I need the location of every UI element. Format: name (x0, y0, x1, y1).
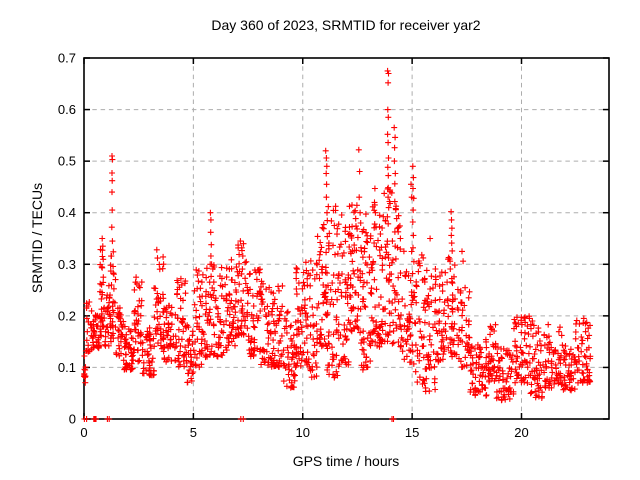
x-tick-label: 10 (296, 425, 310, 440)
x-tick-label: 20 (514, 425, 528, 440)
srmtid-scatter-points (81, 67, 594, 422)
y-tick-label: 0.2 (58, 308, 76, 323)
y-tick-label: 0.3 (58, 257, 76, 272)
y-tick-label: 0.6 (58, 102, 76, 117)
tick-labels: 0 5 10 15 20 0 0.1 0.2 0.3 0.4 0.5 0.6 0.7 (58, 51, 529, 441)
y-tick-label: 0 (69, 412, 76, 427)
y-tick-label: 0.1 (58, 360, 76, 375)
tick-marks (83, 57, 609, 420)
y-tick-label: 0.5 (58, 154, 76, 169)
x-tick-label: 15 (405, 425, 419, 440)
y-axis-label: SRMTID / TECUs (29, 183, 45, 293)
data-points-layer (81, 67, 594, 422)
x-tick-label: 0 (80, 425, 87, 440)
chart-title: Day 360 of 2023, SRMTID for receiver yar… (211, 17, 480, 33)
y-tick-label: 0.4 (58, 205, 76, 220)
x-axis-label: GPS time / hours (293, 453, 400, 469)
x-tick-label: 5 (190, 425, 197, 440)
plot-border (83, 57, 610, 420)
y-tick-label: 0.7 (58, 51, 76, 66)
